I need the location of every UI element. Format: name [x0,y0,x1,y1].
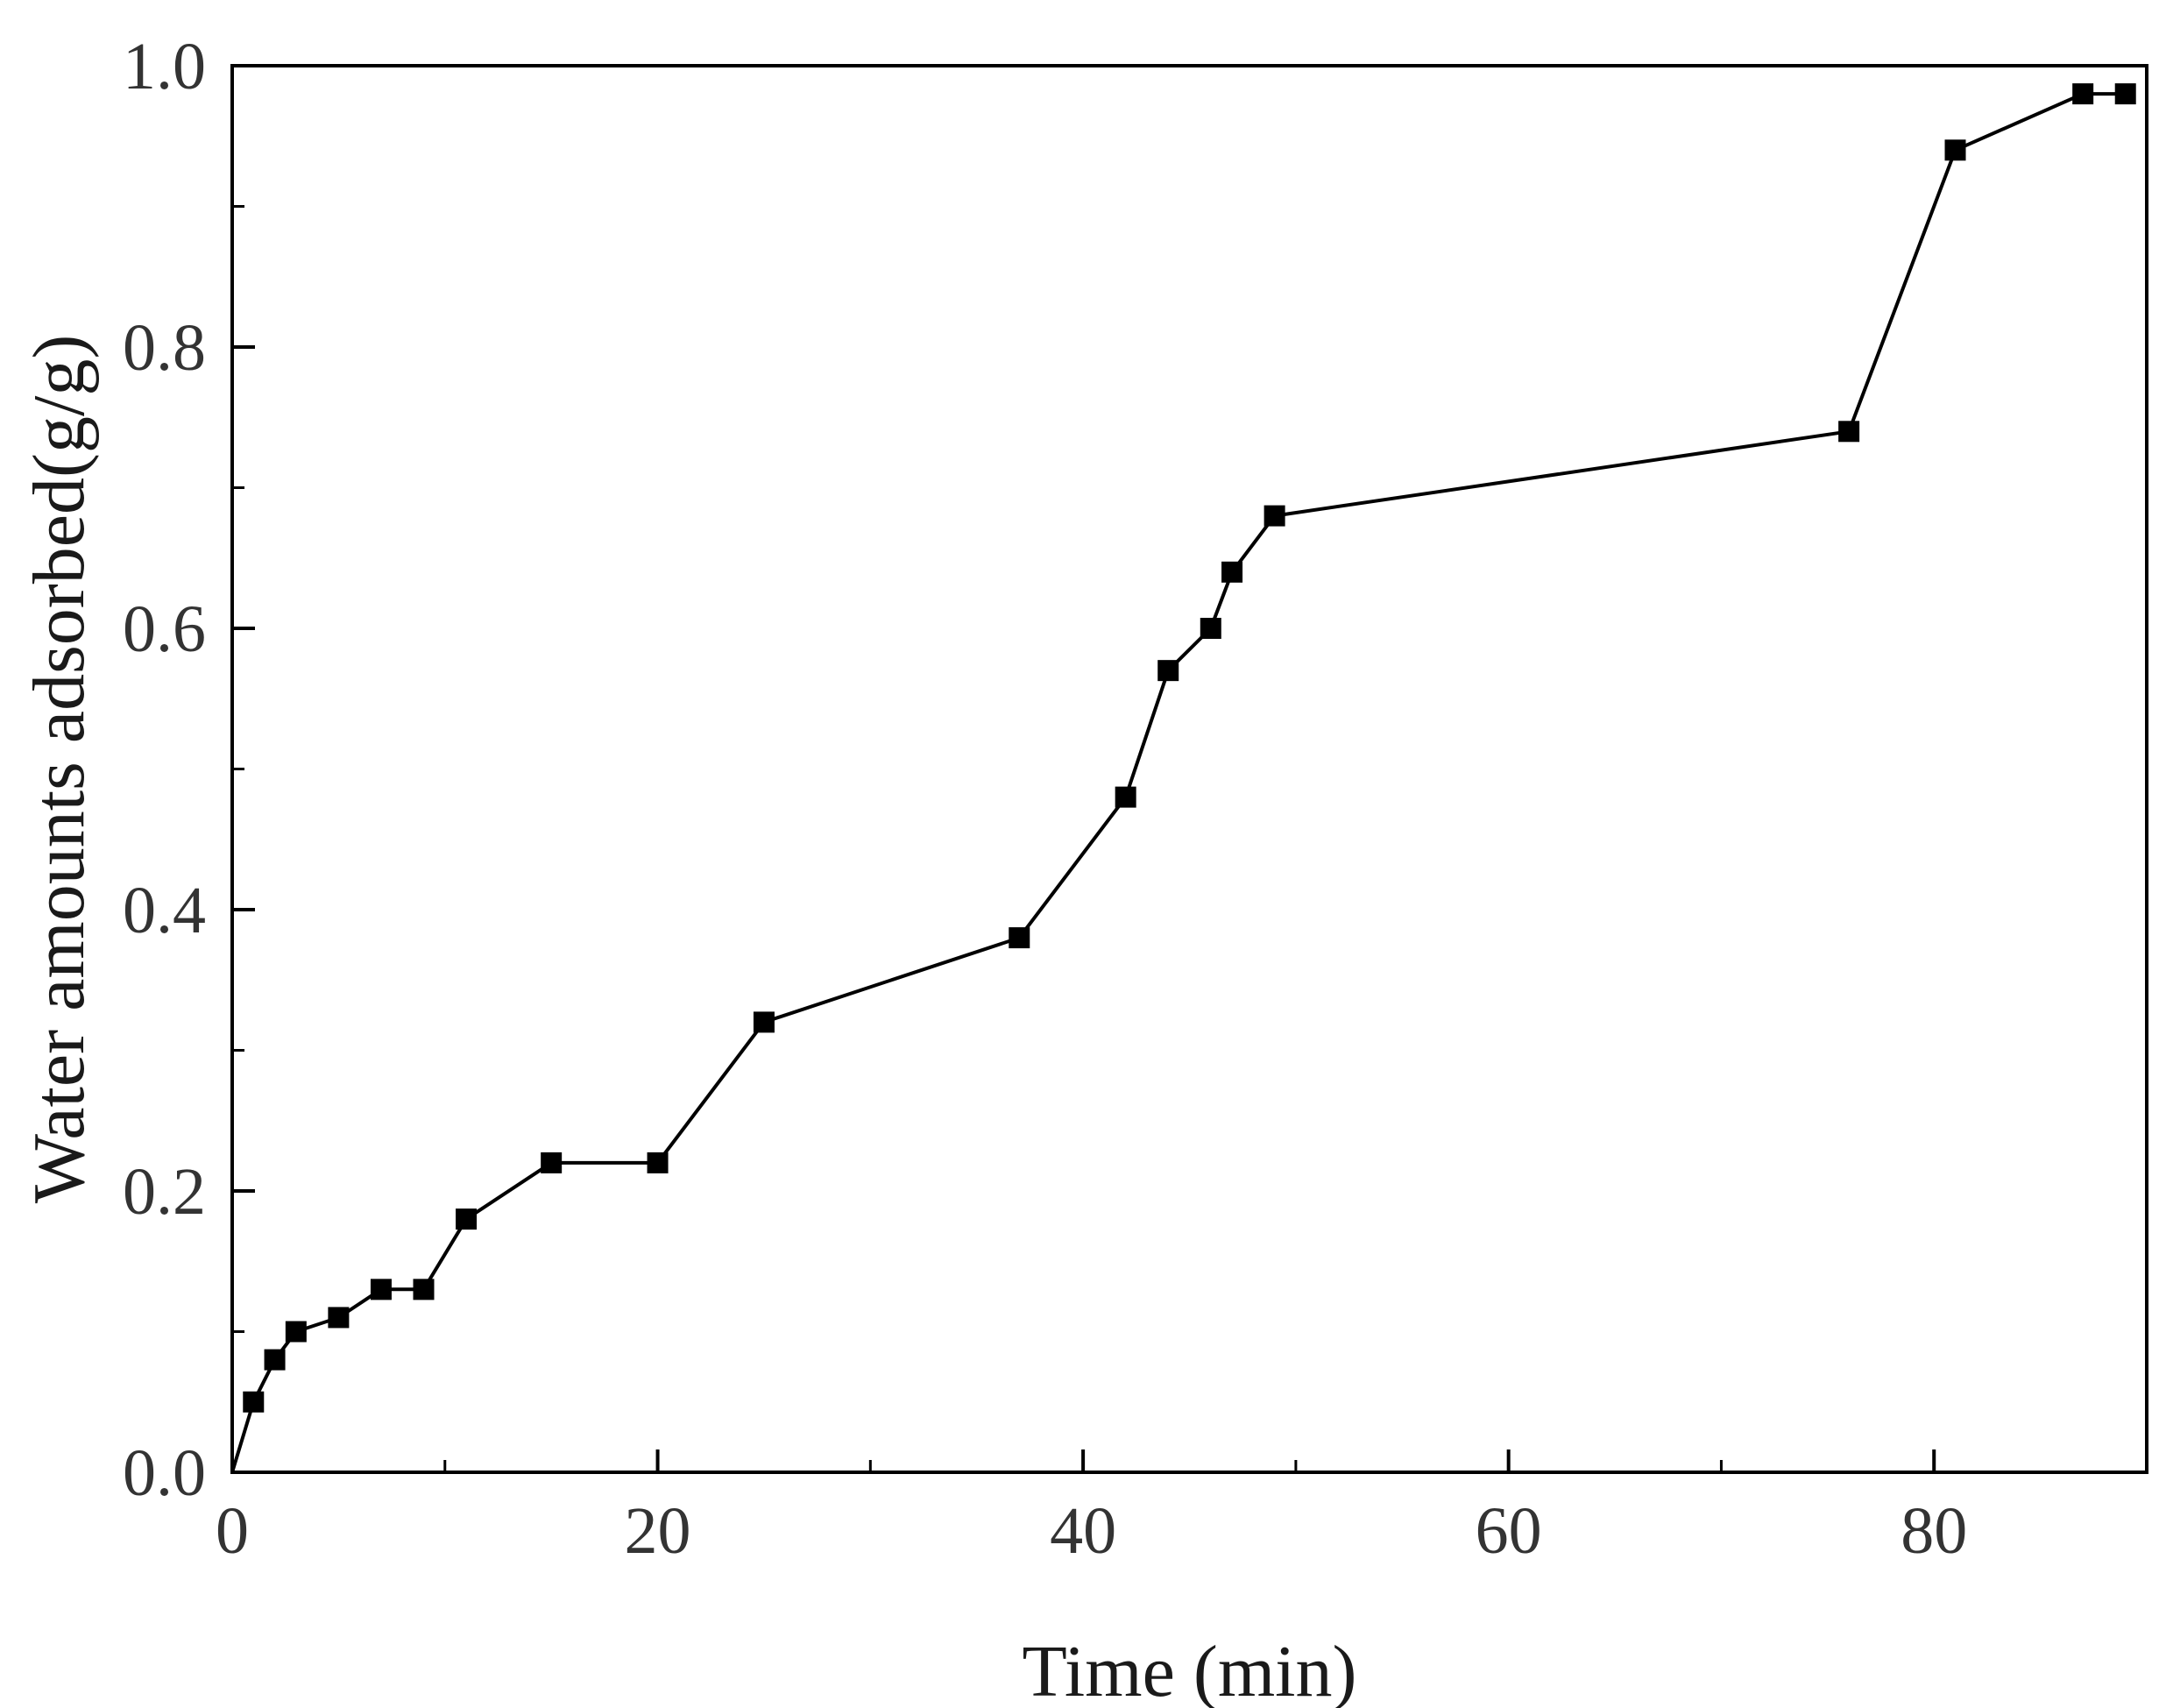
data-point [2114,83,2136,105]
data-point [370,1279,392,1300]
x-tick-label: 80 [1901,1494,1967,1568]
data-point [264,1349,286,1371]
data-point [1009,927,1030,949]
y-tick-label: 0.6 [123,592,206,666]
data-point [1157,660,1179,682]
y-axis-title: Water amounts adsorbed(g/g) [18,335,100,1204]
data-point [456,1208,478,1230]
x-tick-label: 20 [625,1494,691,1568]
y-tick-label: 0.8 [123,311,206,385]
x-tick-label: 0 [216,1494,249,1568]
axes [230,64,2148,1474]
data-point [1944,139,1966,161]
data-point [1264,505,1285,527]
data-point [2072,83,2094,105]
data-point [413,1279,435,1300]
data-point [285,1321,307,1343]
data-point [753,1011,775,1033]
data-point [1838,421,1860,443]
data-point [328,1307,350,1329]
series-line [230,92,2126,1473]
data-point [1221,561,1243,583]
data-point [1115,786,1136,808]
ticks: 0 20 40 60 80 0.0 0.2 0.4 0.6 0.8 1.0 [123,30,1967,1568]
x-tick-label: 60 [1476,1494,1542,1568]
x-tick-label: 40 [1050,1494,1116,1568]
x-axis-title: Time (min) [1023,1631,1357,1708]
series-layer [230,83,2136,1473]
data-point [647,1152,669,1173]
data-point [1200,618,1221,639]
data-point [243,1391,265,1413]
plot-frame [230,64,2148,1474]
data-point [541,1152,563,1173]
y-tick-label: 0.0 [123,1436,206,1510]
y-tick-label: 0.4 [123,874,206,947]
y-tick-label: 1.0 [123,30,206,103]
y-tick-label: 0.2 [123,1155,206,1229]
